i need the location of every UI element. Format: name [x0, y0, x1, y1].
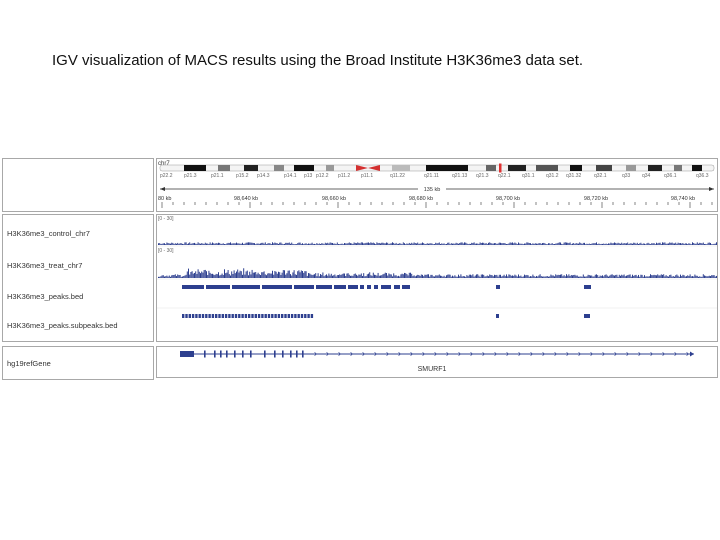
svg-text:q31.2: q31.2 — [546, 173, 559, 179]
svg-text:p21.1: p21.1 — [211, 173, 224, 179]
track-name-treat[interactable]: H3K36me3_treat_chr7 — [7, 261, 83, 270]
ruler-tick-label: 98,720 kb — [584, 196, 608, 202]
centromere-marker — [356, 165, 368, 171]
svg-text:q21.13: q21.13 — [452, 173, 468, 179]
svg-text:q31.1: q31.1 — [522, 173, 535, 179]
region-span-label: 135 kb — [424, 187, 441, 193]
gene-label: SMURF1 — [418, 366, 447, 373]
svg-text:q21.3: q21.3 — [476, 173, 489, 179]
chromosome-ideogram[interactable] — [159, 163, 715, 173]
ruler-tick-label: 98,660 kb — [322, 196, 346, 202]
data-track-name-box: H3K36me3_control_chr7 H3K36me3_treat_chr… — [2, 214, 154, 342]
ruler-tick-label: 98,740 kb — [671, 196, 695, 202]
treat-signal-track[interactable] — [158, 268, 717, 278]
svg-text:p11.2: p11.2 — [338, 173, 350, 179]
svg-text:p11.1: p11.1 — [361, 173, 373, 179]
cytoband-labels: p22.2 p21.3 p21.1 p15.2 p14.3 p14.1 p13 … — [160, 173, 709, 179]
control-track-range: [0 - 30] — [158, 216, 174, 222]
track-name-panel: H3K36me3_control_chr7 H3K36me3_treat_chr… — [2, 158, 154, 380]
svg-text:q34: q34 — [642, 173, 651, 179]
ruler-tick-label: 98,700 kb — [496, 196, 520, 202]
subpeaks-bed-track[interactable] — [182, 314, 590, 318]
region-span-indicator: 135 kb — [160, 185, 714, 193]
track-name-peaks[interactable]: H3K36me3_peaks.bed — [7, 292, 84, 301]
svg-text:q31.32: q31.32 — [566, 173, 582, 179]
svg-text:q36.3: q36.3 — [696, 173, 709, 179]
ruler-tick-label: 98,680 kb — [409, 196, 433, 202]
svg-text:q11.22: q11.22 — [390, 173, 405, 179]
track-name-control[interactable]: H3K36me3_control_chr7 — [7, 229, 90, 238]
header-name-box — [2, 158, 154, 212]
svg-text:p14.3: p14.3 — [257, 173, 270, 179]
track-name-subpeaks[interactable]: H3K36me3_peaks.subpeaks.bed — [7, 321, 118, 330]
treat-track-range: [0 - 30] — [158, 248, 174, 254]
track-name-gene[interactable]: hg19refGene — [7, 359, 51, 368]
control-signal-track[interactable] — [158, 242, 717, 245]
svg-text:p12.2: p12.2 — [316, 173, 329, 179]
figure-caption: IGV visualization of MACS results using … — [52, 52, 584, 69]
svg-text:p13: p13 — [304, 173, 313, 179]
svg-text:p14.1: p14.1 — [284, 173, 297, 179]
coordinate-ruler[interactable]: 80 kb 98,640 kb 98,660 kb 98,680 kb 98,7… — [158, 196, 713, 208]
svg-text:q21.11: q21.11 — [424, 173, 439, 179]
igv-browser-window: H3K36me3_control_chr7 H3K36me3_treat_chr… — [0, 156, 720, 382]
svg-text:p21.3: p21.3 — [184, 173, 197, 179]
gene-track-name-box: hg19refGene — [2, 346, 154, 380]
svg-text:p22.2: p22.2 — [160, 173, 173, 179]
current-region-marker — [499, 163, 502, 173]
chromosome-label[interactable]: chr7 — [158, 161, 170, 167]
peaks-bed-track[interactable] — [182, 285, 591, 289]
svg-text:q36.1: q36.1 — [664, 173, 677, 179]
ruler-tick-label: 98,640 kb — [234, 196, 258, 202]
svg-text:p15.2: p15.2 — [236, 173, 249, 179]
svg-text:q22.1: q22.1 — [498, 173, 511, 179]
svg-text:q33: q33 — [622, 173, 631, 179]
gene-feature-smurf1[interactable] — [180, 350, 694, 358]
ruler-tick-label: 80 kb — [158, 196, 171, 202]
svg-text:q32.1: q32.1 — [594, 173, 607, 179]
track-data-panel: chr7 p22.2 p21 — [156, 158, 718, 378]
